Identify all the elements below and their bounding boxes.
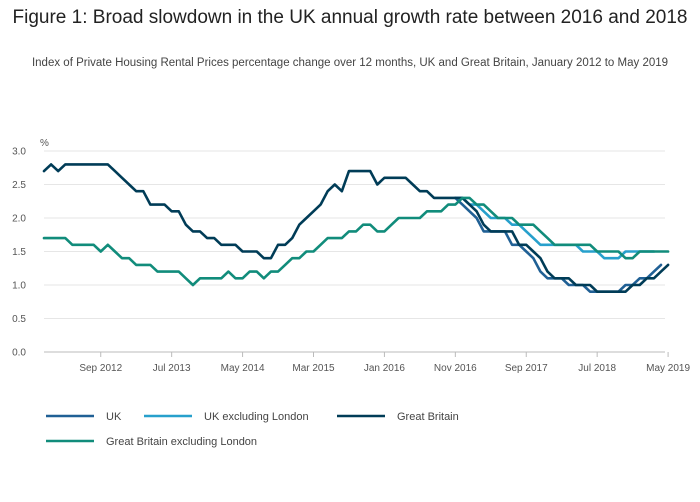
legend-label: Great Britain: [397, 411, 459, 423]
y-tick-label: 0.0: [12, 348, 26, 359]
x-tick-label: Sep 2017: [505, 363, 548, 374]
x-tick-label: Nov 2016: [434, 363, 477, 374]
series-line-great-britain: [42, 163, 670, 293]
gridlines: [44, 150, 665, 353]
x-tick-label: Jul 2013: [153, 363, 191, 374]
series-line-great-britain-excluding-london: [42, 196, 670, 287]
x-axis: Sep 2012 Jul 2013 May 2014 Mar 2015 Jan 2016…: [79, 352, 690, 374]
legend-label: UK: [106, 411, 122, 423]
x-tick-label: May 2019: [646, 363, 690, 374]
y-tick-label: 3.0: [12, 147, 26, 158]
y-axis: 0.0 0.5 1.0 1.5 2.0 2.5 3.0%: [12, 138, 49, 359]
x-tick-label: Jul 2018: [578, 363, 616, 374]
x-tick-label: Mar 2015: [292, 363, 335, 374]
y-tick-label: 1.0: [12, 281, 26, 292]
chart-subtitle: Index of Private Housing Rental Prices p…: [31, 57, 669, 69]
y-axis-unit: %: [40, 138, 49, 149]
series-lines: [42, 163, 670, 293]
y-tick-label: 2.0: [12, 214, 26, 225]
x-tick-label: May 2014: [221, 363, 265, 374]
legend-label: Great Britain excluding London: [106, 436, 257, 448]
y-tick-label: 1.5: [12, 247, 26, 258]
chart-title: Figure 1: Broad slowdown in the UK annua…: [12, 7, 688, 28]
x-tick-label: Jan 2016: [364, 363, 406, 374]
x-tick-label: Sep 2012: [79, 363, 122, 374]
legend-label: UK excluding London: [204, 411, 309, 423]
y-tick-label: 0.5: [12, 314, 26, 325]
y-tick-label: 2.5: [12, 180, 26, 191]
legend: UK UK excluding London Great Britain Great …: [46, 411, 459, 448]
